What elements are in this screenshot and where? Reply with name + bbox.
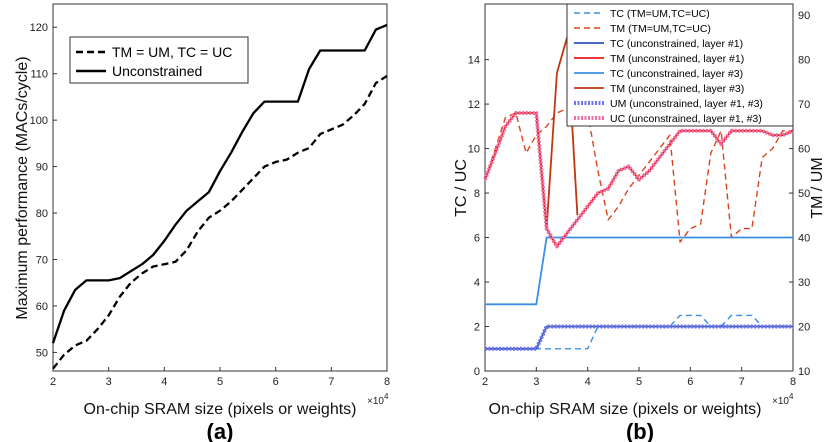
- legend-b-label-um: UM (unconstrained, layer #1, #3): [610, 98, 763, 110]
- panel-b-ytick-label-left: 0: [474, 366, 480, 378]
- panel-a-ytick-label: 100: [30, 115, 48, 127]
- panel-b-legend: TC (TM=UM,TC=UC) TM (TM=UM,TC=UC) TC (unco…: [566, 3, 794, 127]
- panel-b-legend-box: [566, 3, 794, 127]
- panel-a-ytick-label: 80: [36, 208, 48, 220]
- panel-a-xtick-label: 3: [106, 376, 112, 388]
- panel-a-ytick-label: 50: [36, 347, 48, 359]
- panel-b-ytick-label-right: 70: [798, 99, 810, 111]
- legend-b-label-tm-layer1: TM (unconstrained, layer #1): [610, 53, 744, 65]
- panel-a-x-exponent-power: 4: [384, 392, 389, 401]
- panel-b-series-uc: [483, 111, 794, 249]
- panel-a-ytick-label: 120: [30, 22, 48, 34]
- panel-b-ytick-label-left: 2: [474, 322, 480, 334]
- panel-b-ytick-label-right: 20: [798, 322, 810, 334]
- panel-a-label: (a): [207, 419, 234, 442]
- panel-b-ytick-label-left: 6: [474, 233, 480, 245]
- panel-a-legend: TM = UM, TC = UC Unconstrained: [69, 36, 249, 84]
- legend-b-label-tm-layer3: TM (unconstrained, layer #3): [610, 83, 744, 95]
- panel-a-ytick-label: 70: [36, 255, 48, 267]
- panel-a-xtick-label: 6: [273, 376, 279, 388]
- panel-a-xtick-label: 2: [50, 376, 56, 388]
- panel-b-ytick-label-left: 14: [468, 55, 480, 67]
- panel-a-ytick-label: 110: [30, 69, 48, 81]
- panel-a-xlabel: On-chip SRAM size (pixels or weights): [84, 401, 357, 418]
- legend-b-label-uc: UC (unconstrained, layer #1, #3): [610, 113, 762, 125]
- panel-a-chart: 2 3 4 5 6 7 8 50 60 70 80 90 100 110 120 TM = UM, TC =…: [14, 3, 390, 442]
- legend-b-label-tm-dashed: TM (TM=UM,TC=UC): [610, 23, 711, 35]
- panel-b-ylabel-right: TM / UM: [809, 157, 826, 218]
- panel-b-ytick-label-left: 4: [474, 277, 480, 289]
- panel-b-ytick-label-right: 60: [798, 144, 810, 156]
- panel-b-xtick-label: 5: [636, 376, 642, 388]
- panel-b-ytick-label-right: 10: [798, 366, 810, 378]
- panel-b-series-tc-dashed: [485, 314, 793, 350]
- panel-b-series-um: [485, 324, 793, 351]
- panel-b-series-tm-dashed: [484, 107, 793, 243]
- panel-b-label: (b): [626, 419, 654, 442]
- panel-b-xlabel: On-chip SRAM size (pixels or weights): [489, 401, 762, 418]
- panel-a-legend-box: [69, 36, 249, 84]
- panel-b-ytick-label-left: 8: [474, 188, 480, 200]
- panel-b-ylabel-left: TC / UC: [453, 159, 470, 217]
- panel-b-series-tc-layer3: [485, 236, 793, 306]
- panel-a-series: [51, 23, 388, 370]
- legend-b-label-tc-layer1: TC (unconstrained, layer #1): [610, 38, 743, 50]
- panel-b-x-exponent: ×104: [772, 392, 794, 407]
- panel-b-ytick-label-right: 80: [798, 55, 810, 67]
- panel-b-ytick-label-right: 50: [798, 188, 810, 200]
- panel-b-series: [483, 36, 794, 351]
- panel-a-x-exponent-base: ×10: [367, 396, 384, 407]
- panel-b-ytick-label-left: 12: [468, 99, 480, 111]
- panel-b-ytick-label-right: 90: [798, 10, 810, 22]
- panel-a-x-exponent: ×104: [367, 392, 389, 407]
- panel-a-xtick-label: 4: [161, 376, 167, 388]
- panel-b-ytick-label-right: 30: [798, 277, 810, 289]
- panel-b-xtick-label: 3: [533, 376, 539, 388]
- panel-a-ylabel: Maximum performance (MACs/cycle): [14, 56, 31, 319]
- panel-a-xtick-label: 7: [328, 376, 334, 388]
- legend-b-label-tc-dashed: TC (TM=UM,TC=UC): [610, 8, 710, 20]
- panel-a-series-constrained: [52, 75, 388, 370]
- panel-b-xtick-label: 4: [585, 376, 591, 388]
- panel-b-xtick-label: 8: [790, 376, 796, 388]
- panel-b-ytick-label-left: 10: [468, 144, 480, 156]
- legend-a-label-unconstrained: Unconstrained: [112, 63, 202, 79]
- panel-a-xtick-label: 5: [217, 376, 223, 388]
- panel-b-xtick-label: 2: [482, 376, 488, 388]
- panel-a-ytick-label: 90: [36, 162, 48, 174]
- panel-a-ticks: 2 3 4 5 6 7 8 50 60 70 80 90 100 110 120: [30, 22, 390, 388]
- panel-b-ytick-label-right: 40: [798, 233, 810, 245]
- panel-b-xtick-label: 7: [739, 376, 745, 388]
- panel-a-series-unconstrained: [51, 23, 388, 344]
- panel-a-xtick-label: 8: [384, 376, 390, 388]
- legend-b-label-tc-layer3: TC (unconstrained, layer #3): [610, 68, 743, 80]
- panel-a-ytick-label: 60: [36, 301, 48, 313]
- legend-a-label-constrained: TM = UM, TC = UC: [112, 44, 232, 60]
- panel-b-x-exponent-base: ×10: [772, 396, 789, 407]
- panel-b-xtick-label: 6: [687, 376, 693, 388]
- panel-b-x-exponent-power: 4: [789, 392, 794, 401]
